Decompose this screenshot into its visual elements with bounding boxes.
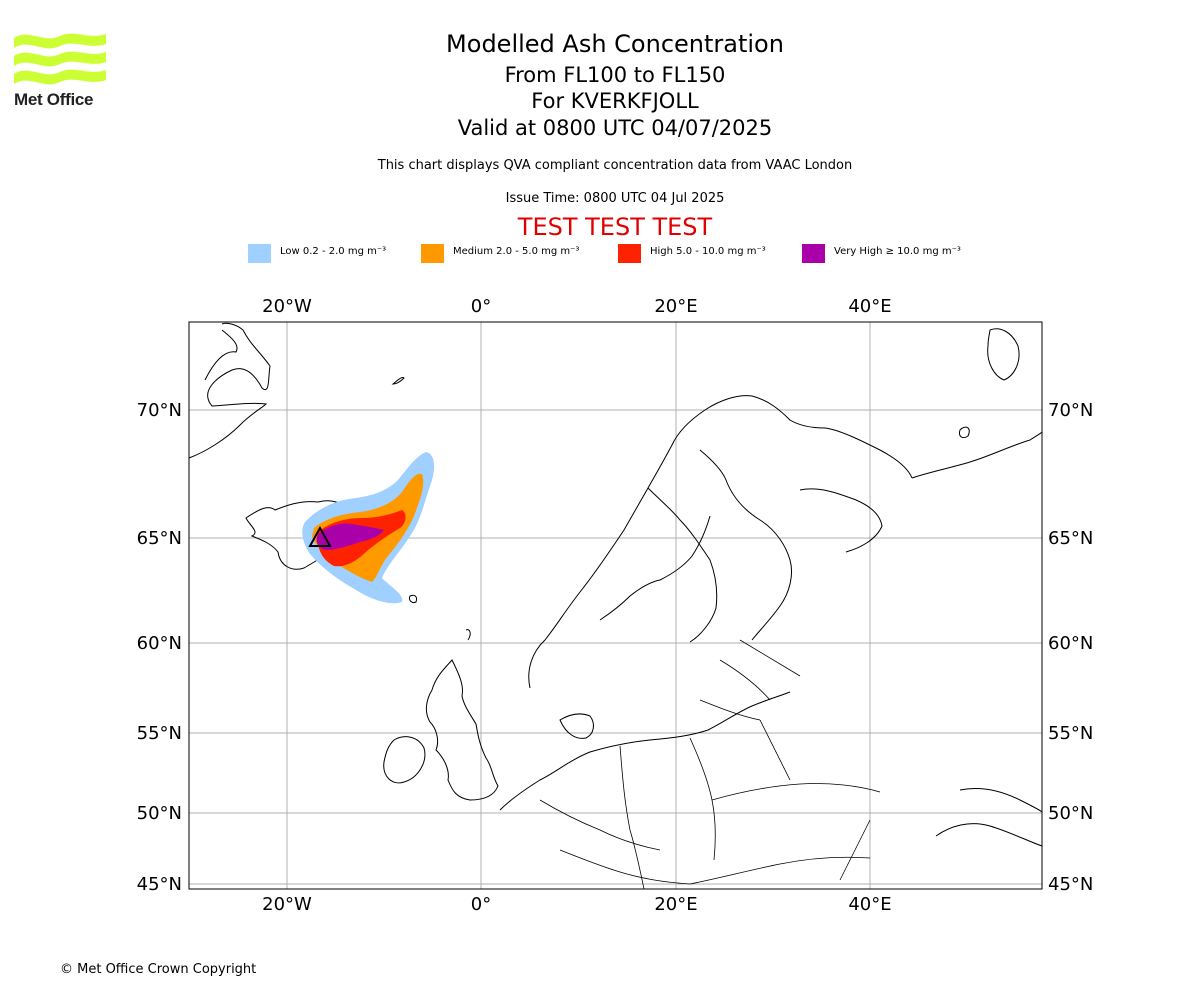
lat-label: 65°N xyxy=(137,528,182,549)
lat-label: 50°N xyxy=(137,803,182,824)
lat-labels-right: 70°N 65°N 60°N 55°N 50°N 45°N xyxy=(1048,400,1093,895)
country-borders xyxy=(539,639,881,890)
ash-plume xyxy=(302,452,435,604)
lat-label: 45°N xyxy=(137,874,182,895)
lat-label: 65°N xyxy=(1048,528,1093,549)
lon-label: 20°E xyxy=(654,894,697,915)
legend-swatch-high xyxy=(618,244,641,263)
lat-label: 55°N xyxy=(137,723,182,744)
lon-labels-top: 20°W 0° 20°E 40°E xyxy=(262,296,891,317)
lon-label: 0° xyxy=(471,296,491,317)
lon-label: 20°E xyxy=(654,296,697,317)
met-office-logo: Met Office xyxy=(14,30,110,110)
legend-swatch-low xyxy=(248,244,271,263)
lat-label: 60°N xyxy=(137,633,182,654)
logo-text: Met Office xyxy=(14,90,94,109)
volcano-marker-icon xyxy=(308,525,332,547)
coastlines xyxy=(188,322,1043,847)
lon-label: 20°W xyxy=(262,894,312,915)
test-banner: TEST TEST TEST xyxy=(517,213,713,241)
legend-label-very-high: Very High ≥ 10.0 mg m⁻³ xyxy=(834,246,961,257)
lon-label: 40°E xyxy=(848,296,891,317)
legend-label-medium: Medium 2.0 - 5.0 mg m⁻³ xyxy=(453,246,580,257)
lat-label: 70°N xyxy=(137,400,182,421)
chart-subtitle: This chart displays QVA compliant concen… xyxy=(377,158,853,173)
lon-label: 0° xyxy=(471,894,491,915)
lon-label: 20°W xyxy=(262,296,312,317)
lat-label: 45°N xyxy=(1048,874,1093,895)
chart-title: Modelled Ash Concentration xyxy=(446,30,784,58)
map-gridlines xyxy=(189,322,1042,889)
met-office-waves-icon xyxy=(14,33,106,85)
lon-labels-bottom: 20°W 0° 20°E 40°E xyxy=(262,894,891,915)
volcano-name: For KVERKFJOLL xyxy=(531,89,699,113)
lat-label: 70°N xyxy=(1048,400,1093,421)
lon-label: 40°E xyxy=(848,894,891,915)
lat-labels-left: 70°N 65°N 60°N 55°N 50°N 45°N xyxy=(137,400,182,895)
legend-label-high: High 5.0 - 10.0 mg m⁻³ xyxy=(650,246,766,257)
flight-level-range: From FL100 to FL150 xyxy=(504,63,726,87)
ash-zone-very-high xyxy=(316,523,384,550)
issue-time: Issue Time: 0800 UTC 04 Jul 2025 xyxy=(505,191,725,206)
lat-label: 60°N xyxy=(1048,633,1093,654)
copyright: © Met Office Crown Copyright xyxy=(60,962,257,977)
legend-swatch-medium xyxy=(421,244,444,263)
map-frame xyxy=(188,321,1043,890)
lat-label: 55°N xyxy=(1048,723,1093,744)
legend-label-low: Low 0.2 - 2.0 mg m⁻³ xyxy=(280,246,387,257)
valid-time: Valid at 0800 UTC 04/07/2025 xyxy=(457,116,773,140)
lat-label: 50°N xyxy=(1048,803,1093,824)
legend-swatch-very-high xyxy=(802,244,825,263)
